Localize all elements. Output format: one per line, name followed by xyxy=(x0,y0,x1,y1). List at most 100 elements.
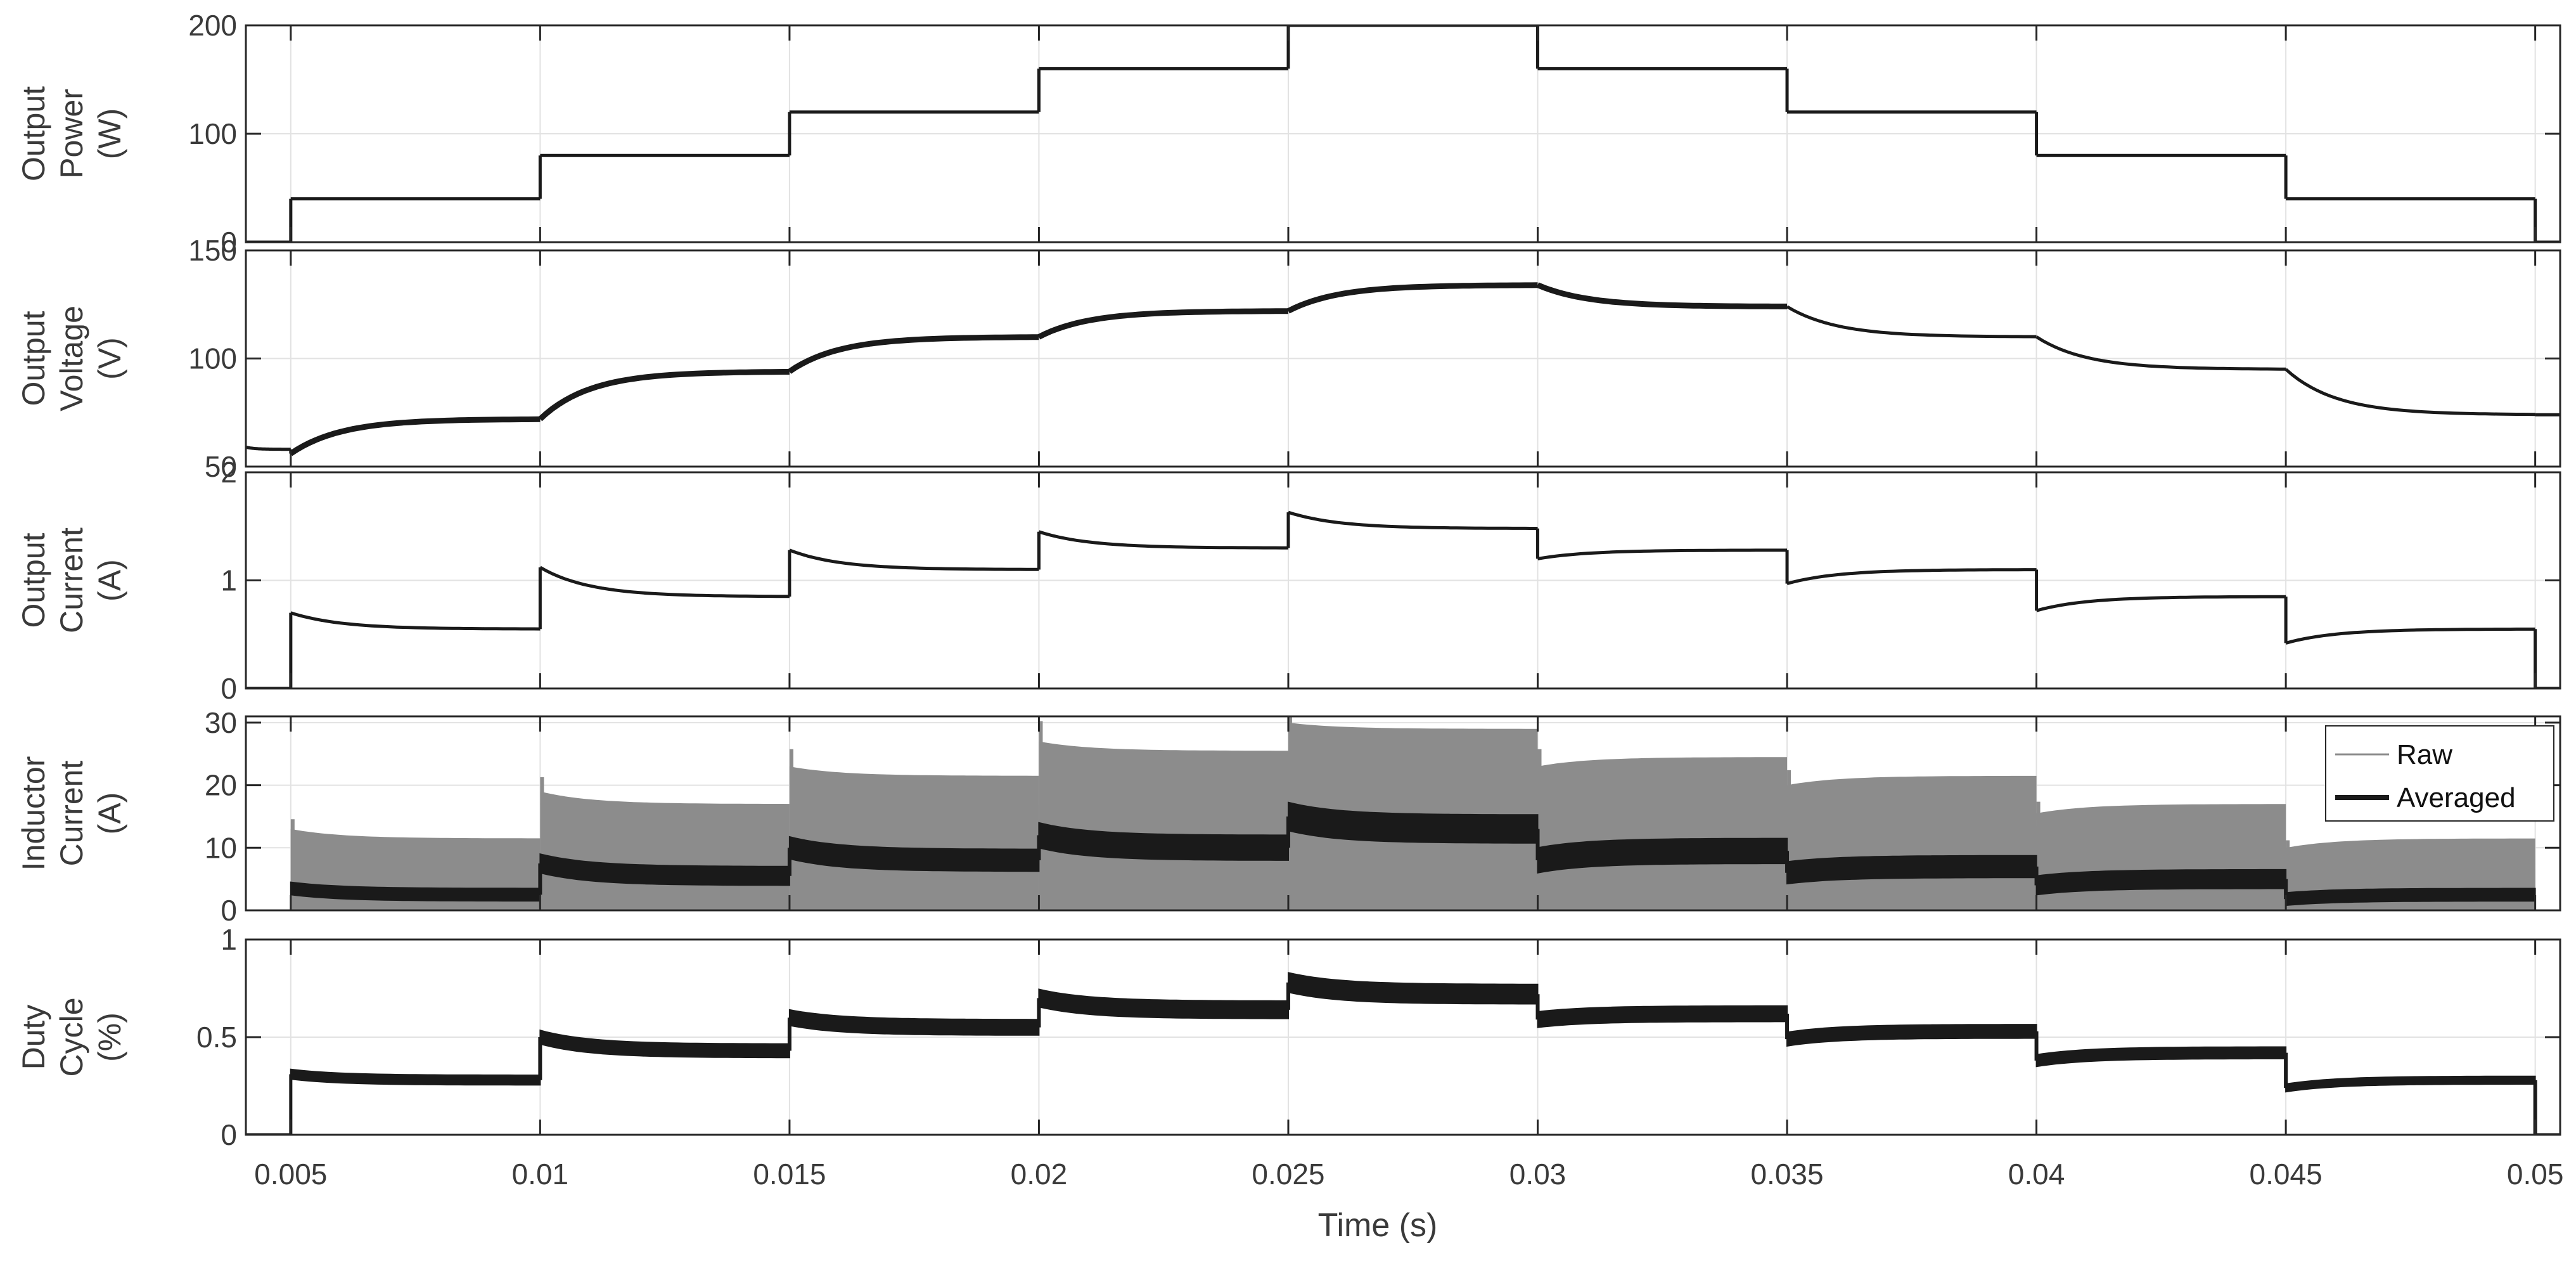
x-tick-label: 0.025 xyxy=(1252,1158,1324,1191)
raw-segment xyxy=(789,766,1039,910)
legend-entry: Raw xyxy=(2397,739,2452,770)
x-tick-label: 0.04 xyxy=(2008,1158,2065,1191)
legend-entry: Averaged xyxy=(2397,782,2516,813)
y-tick-label: 0 xyxy=(221,672,237,705)
panel-voltage: 50 100 150 Output Voltage (V) xyxy=(16,234,2561,483)
y-axis-label-line: Voltage xyxy=(54,306,89,411)
line-segment xyxy=(1786,568,2037,586)
panel-data-voltage xyxy=(246,282,2560,456)
line-segment xyxy=(2035,335,2286,371)
line-segment xyxy=(1038,530,1288,550)
x-tick-label: 0.05 xyxy=(2507,1158,2564,1191)
panel-data-duty xyxy=(246,972,2560,1135)
line-segment xyxy=(2035,595,2286,612)
panel-inductor: 0 10 20 30 Inductor Current (A) Raw Averaged xyxy=(16,706,2561,927)
x-tick-label: 0.035 xyxy=(1750,1158,1823,1191)
x-axis-label: Time (s) xyxy=(1318,1207,1438,1244)
series-voltage-0 xyxy=(246,282,2560,456)
line-segment xyxy=(246,445,291,451)
y-tick-label: 0 xyxy=(221,1118,237,1151)
line-segment xyxy=(1288,510,1538,530)
y-axis-label-line: Cycle xyxy=(54,997,89,1076)
series-power-0 xyxy=(246,25,2560,242)
panel-data-inductor xyxy=(290,716,2536,910)
line-segment xyxy=(1287,282,1538,314)
raw-segment xyxy=(1039,741,1288,910)
y-axis-label-line: Current xyxy=(54,761,89,867)
line-segment xyxy=(538,369,790,422)
line-segment xyxy=(539,565,790,598)
y-axis-label-line: (A) xyxy=(92,559,127,602)
raw-segment xyxy=(1787,775,2037,910)
band-segment xyxy=(788,1009,1040,1036)
line-segment xyxy=(1037,308,1288,340)
y-tick-label: 0 xyxy=(221,226,237,259)
band-segment xyxy=(290,1068,541,1086)
y-tick-label: 20 xyxy=(205,769,237,802)
x-tick-label: 0.03 xyxy=(1509,1158,1567,1191)
y-axis-label-line: (%) xyxy=(92,1012,127,1062)
y-axis-label: Output Power (W) xyxy=(16,86,127,181)
y-tick-label: 50 xyxy=(205,450,237,483)
y-tick-label: 200 xyxy=(188,9,237,42)
raw-segment xyxy=(1537,757,1788,910)
y-axis-label-line: (A) xyxy=(92,792,127,835)
line-segment xyxy=(788,334,1039,374)
y-tick-label: 100 xyxy=(188,342,237,375)
x-axis: 0.005 0.01 0.015 0.02 0.025 0.03 0.035 0.04 0.04… xyxy=(254,1158,2563,1244)
band-segment xyxy=(788,836,1040,872)
series-inductor-averaged xyxy=(290,801,2536,907)
y-tick-label: 30 xyxy=(205,706,237,739)
line-segment xyxy=(1536,282,1787,309)
y-axis-label-line: (V) xyxy=(92,337,127,380)
x-tick-label: 0.02 xyxy=(1011,1158,1068,1191)
band-segment xyxy=(539,853,790,886)
x-tick-label: 0.01 xyxy=(512,1158,569,1191)
x-tick-label: 0.045 xyxy=(2250,1158,2323,1191)
legend: Raw Averaged xyxy=(2325,725,2554,822)
line-segment xyxy=(289,416,541,456)
panel-power: 0 100 200 Output Power (W) xyxy=(16,9,2561,259)
series-duty-0 xyxy=(246,972,2560,1135)
line-segment xyxy=(789,548,1039,571)
y-axis-label: Inductor Current (A) xyxy=(16,756,127,871)
y-axis-label: Duty Cycle (%) xyxy=(16,997,127,1076)
panel-current: 0 1 2 Output Current (A) xyxy=(16,456,2561,705)
y-tick-label: 0.5 xyxy=(196,1021,237,1054)
y-axis-label-line: Output xyxy=(16,533,51,628)
x-tick-label: 0.015 xyxy=(753,1158,826,1191)
y-tick-label: 150 xyxy=(188,234,237,267)
y-axis-label-line: (W) xyxy=(92,108,127,160)
y-axis-label: Output Voltage (V) xyxy=(16,306,127,411)
y-tick-label: 10 xyxy=(205,831,237,864)
y-tick-label: 100 xyxy=(188,117,237,150)
y-axis-label-line: Duty xyxy=(16,1005,51,1070)
y-axis-label-line: Output xyxy=(16,86,51,181)
x-tick-label: 0.005 xyxy=(254,1158,327,1191)
line-segment xyxy=(2284,368,2535,417)
raw-segment xyxy=(2036,804,2286,910)
y-axis-label-line: Power xyxy=(54,89,89,179)
line-segment xyxy=(290,611,541,631)
band-segment xyxy=(539,1029,790,1059)
raw-segment xyxy=(540,791,790,910)
y-axis-label-line: Inductor xyxy=(16,756,51,871)
axes-box xyxy=(245,715,2561,912)
panel-duty: 0 0.5 1 Duty Cycle (%) xyxy=(16,923,2561,1151)
y-axis-label: Output Current (A) xyxy=(16,527,127,633)
panel-data-current xyxy=(246,510,2560,688)
legend-box xyxy=(2325,725,2554,822)
line-segment xyxy=(2285,627,2535,645)
panel-data-power xyxy=(246,25,2560,242)
band-segment xyxy=(1038,822,1289,861)
line-segment xyxy=(1786,305,2037,339)
y-tick-label: 1 xyxy=(221,564,237,597)
y-axis-label-line: Current xyxy=(54,527,89,633)
series-current-0 xyxy=(246,510,2560,688)
y-tick-label: 0 xyxy=(221,894,237,927)
y-tick-label: 2 xyxy=(221,456,237,489)
line-segment xyxy=(1537,548,1787,560)
y-axis-label-line: Output xyxy=(16,311,51,406)
